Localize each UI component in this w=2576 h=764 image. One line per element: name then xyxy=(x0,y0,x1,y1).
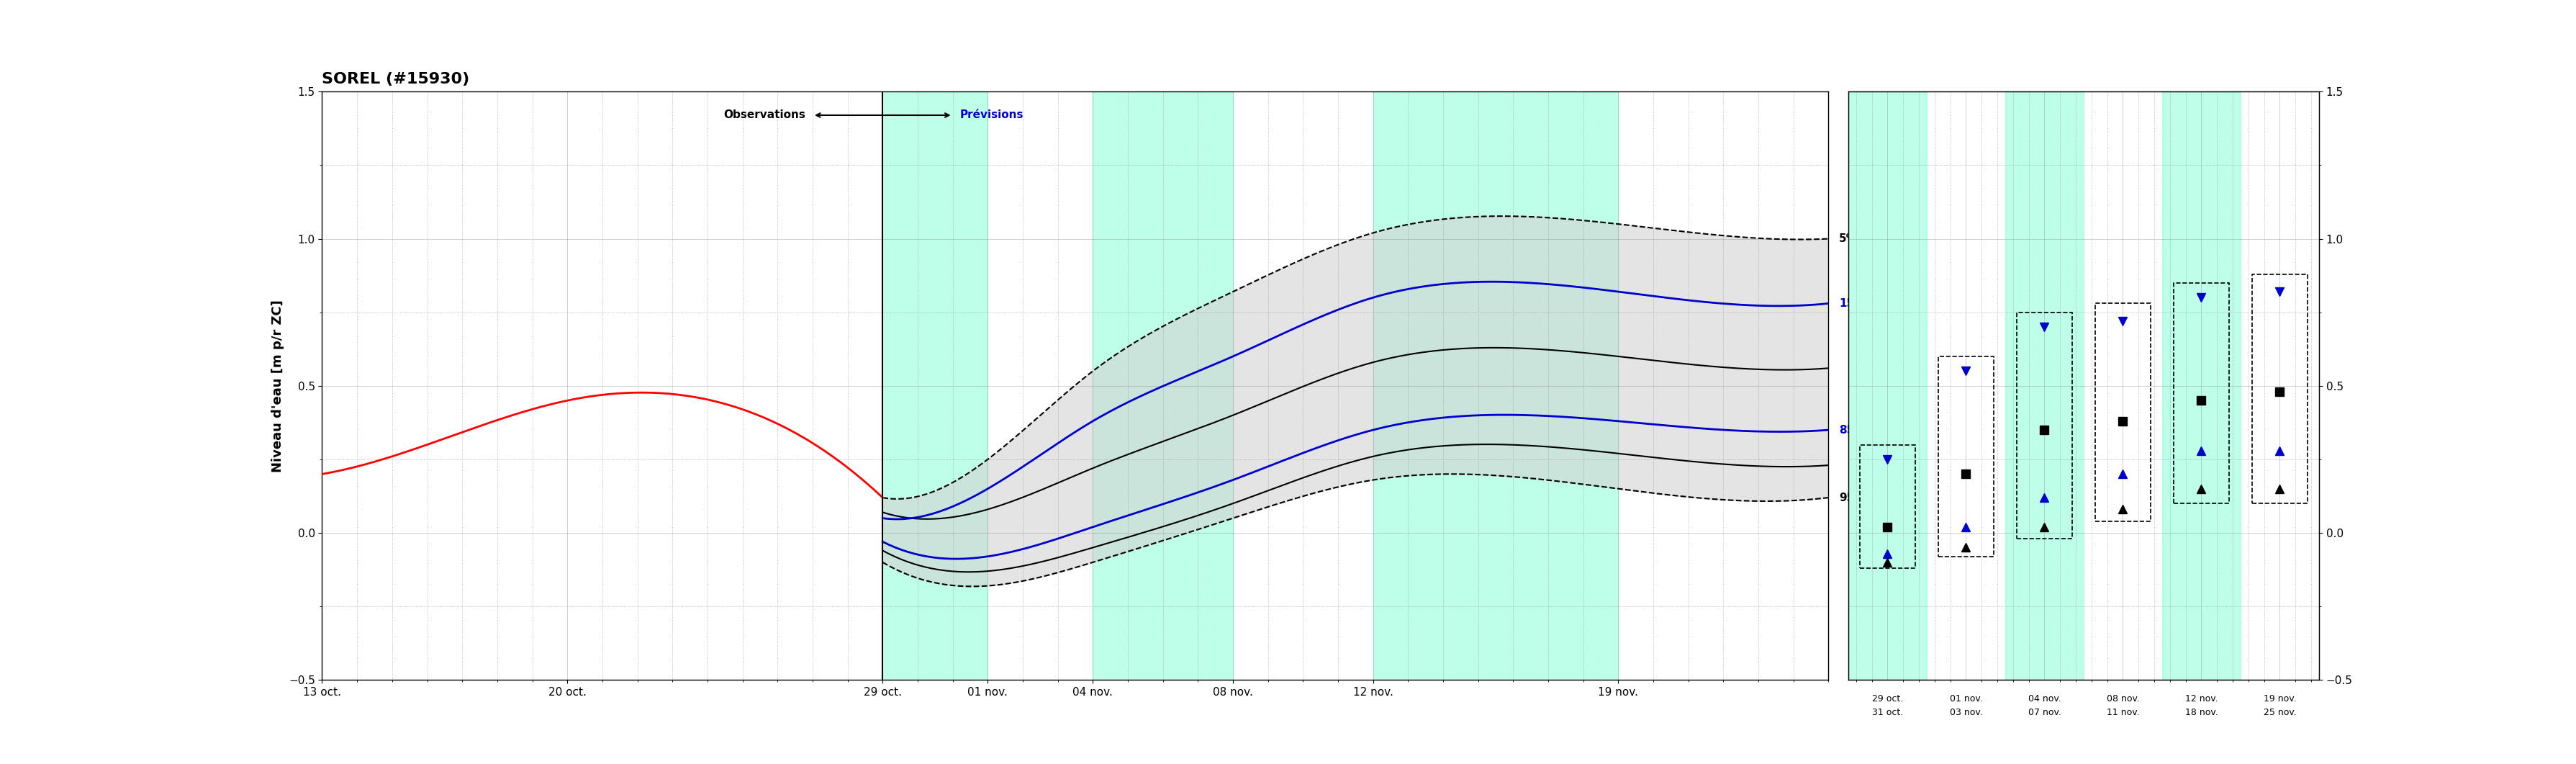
Bar xyxy=(1092,92,1231,680)
Text: 08 nov.: 08 nov. xyxy=(2105,694,2138,704)
Y-axis label: Niveau d'eau [m p/r ZC]: Niveau d'eau [m p/r ZC] xyxy=(270,299,283,472)
Text: 95%: 95% xyxy=(1839,492,1865,503)
Text: 31 oct.: 31 oct. xyxy=(1870,708,1904,717)
Text: 18 nov.: 18 nov. xyxy=(2184,708,2218,717)
Text: 85%: 85% xyxy=(1839,425,1865,435)
Text: 12 nov.: 12 nov. xyxy=(2184,694,2218,704)
Text: 11 nov.: 11 nov. xyxy=(2107,708,2138,717)
Text: 04 nov.: 04 nov. xyxy=(2027,694,2061,704)
Bar xyxy=(2004,92,2084,680)
Text: 29 oct.: 29 oct. xyxy=(1870,694,1904,704)
Text: SOREL (#15930): SOREL (#15930) xyxy=(322,72,469,86)
Text: 5%: 5% xyxy=(1839,233,1857,244)
Text: 07 nov.: 07 nov. xyxy=(2027,708,2061,717)
Bar xyxy=(884,92,987,680)
Bar xyxy=(2161,92,2241,680)
Text: 03 nov.: 03 nov. xyxy=(1950,708,1981,717)
Bar xyxy=(1847,92,1927,680)
Text: 19 nov.: 19 nov. xyxy=(2262,694,2295,704)
Text: 01 nov.: 01 nov. xyxy=(1950,694,1981,704)
Bar xyxy=(1373,92,1618,680)
Text: 25 nov.: 25 nov. xyxy=(2262,708,2295,717)
Text: Prévisions: Prévisions xyxy=(958,110,1023,121)
Text: 15%: 15% xyxy=(1839,298,1865,309)
Text: Observations: Observations xyxy=(724,110,806,121)
